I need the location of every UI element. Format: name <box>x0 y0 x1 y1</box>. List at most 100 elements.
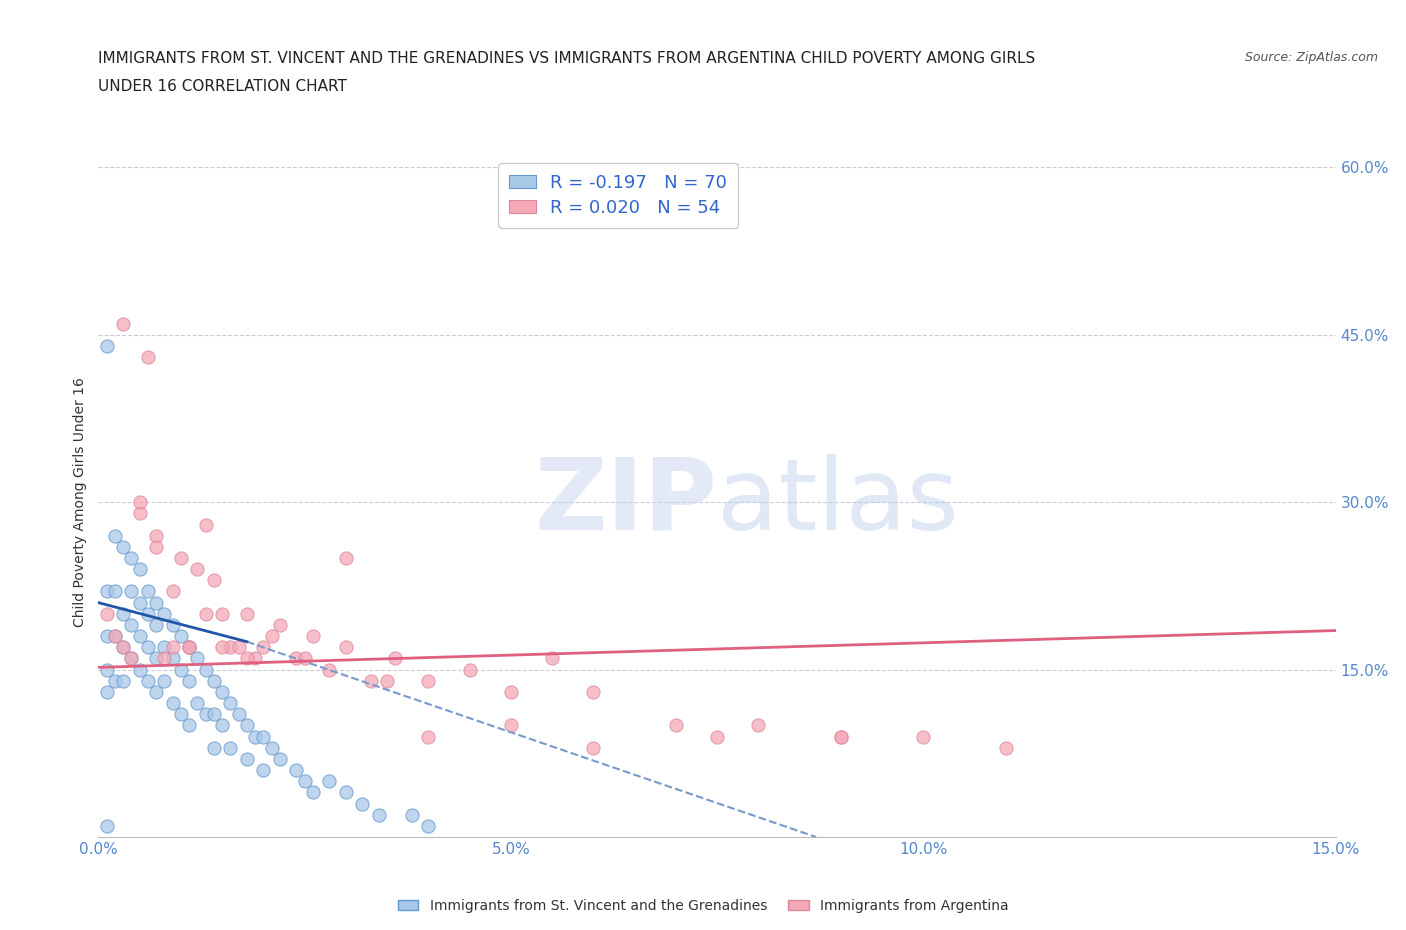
Point <box>170 707 193 722</box>
Point <box>112 539 135 554</box>
Point <box>665 718 688 733</box>
Point <box>912 729 935 744</box>
Point <box>252 729 274 744</box>
Point <box>136 606 159 621</box>
Point <box>128 506 150 521</box>
Point <box>418 818 440 833</box>
Point <box>830 729 852 744</box>
Point <box>104 528 127 543</box>
Point <box>153 673 176 688</box>
Point <box>179 640 201 655</box>
Point <box>418 729 440 744</box>
Point <box>236 651 259 666</box>
Point <box>96 662 118 677</box>
Point <box>994 740 1017 755</box>
Point <box>96 584 118 599</box>
Point <box>112 640 135 655</box>
Point <box>318 662 340 677</box>
Point <box>96 684 118 699</box>
Point <box>179 718 201 733</box>
Point <box>145 618 167 632</box>
Point <box>401 807 423 822</box>
Point <box>302 629 325 644</box>
Point <box>179 673 201 688</box>
Point <box>352 796 374 811</box>
Point <box>128 595 150 610</box>
Point <box>136 673 159 688</box>
Point <box>219 640 242 655</box>
Point <box>112 606 135 621</box>
Point <box>582 740 605 755</box>
Point <box>153 606 176 621</box>
Point <box>294 651 316 666</box>
Point <box>104 629 127 644</box>
Point <box>162 696 184 711</box>
Y-axis label: Child Poverty Among Girls Under 16: Child Poverty Among Girls Under 16 <box>73 378 87 627</box>
Legend: Immigrants from St. Vincent and the Grenadines, Immigrants from Argentina: Immigrants from St. Vincent and the Gren… <box>392 894 1014 919</box>
Point <box>202 673 225 688</box>
Point <box>252 763 274 777</box>
Point <box>128 495 150 510</box>
Point <box>499 684 522 699</box>
Point <box>112 316 135 331</box>
Point <box>162 651 184 666</box>
Point <box>706 729 728 744</box>
Point <box>211 606 233 621</box>
Point <box>162 618 184 632</box>
Text: Source: ZipAtlas.com: Source: ZipAtlas.com <box>1244 51 1378 64</box>
Point <box>243 729 266 744</box>
Point <box>120 584 142 599</box>
Text: atlas: atlas <box>717 454 959 551</box>
Point <box>162 640 184 655</box>
Point <box>285 651 308 666</box>
Point <box>145 528 167 543</box>
Point <box>418 673 440 688</box>
Point <box>186 562 208 577</box>
Point <box>186 651 208 666</box>
Point <box>145 651 167 666</box>
Point <box>128 662 150 677</box>
Point <box>228 640 250 655</box>
Point <box>136 584 159 599</box>
Point <box>153 651 176 666</box>
Point <box>120 618 142 632</box>
Point <box>236 718 259 733</box>
Point <box>335 551 357 565</box>
Point <box>162 584 184 599</box>
Legend: R = -0.197   N = 70, R = 0.020   N = 54: R = -0.197 N = 70, R = 0.020 N = 54 <box>498 163 738 228</box>
Point <box>136 350 159 365</box>
Point <box>120 651 142 666</box>
Point <box>128 562 150 577</box>
Point <box>582 684 605 699</box>
Point <box>335 640 357 655</box>
Point <box>211 640 233 655</box>
Point <box>104 584 127 599</box>
Point <box>96 818 118 833</box>
Point <box>294 774 316 789</box>
Point <box>120 551 142 565</box>
Text: UNDER 16 CORRELATION CHART: UNDER 16 CORRELATION CHART <box>98 79 347 94</box>
Point <box>136 640 159 655</box>
Point <box>458 662 481 677</box>
Point <box>285 763 308 777</box>
Point <box>96 339 118 353</box>
Point <box>260 629 283 644</box>
Point <box>302 785 325 800</box>
Point <box>269 751 291 766</box>
Point <box>128 629 150 644</box>
Point <box>153 640 176 655</box>
Point <box>211 684 233 699</box>
Point <box>243 651 266 666</box>
Point <box>170 551 193 565</box>
Point <box>96 606 118 621</box>
Text: IMMIGRANTS FROM ST. VINCENT AND THE GRENADINES VS IMMIGRANTS FROM ARGENTINA CHIL: IMMIGRANTS FROM ST. VINCENT AND THE GREN… <box>98 51 1036 66</box>
Point <box>186 696 208 711</box>
Point <box>179 640 201 655</box>
Point <box>499 718 522 733</box>
Point <box>170 629 193 644</box>
Point <box>145 595 167 610</box>
Point <box>236 751 259 766</box>
Point <box>112 673 135 688</box>
Point <box>747 718 769 733</box>
Point <box>211 718 233 733</box>
